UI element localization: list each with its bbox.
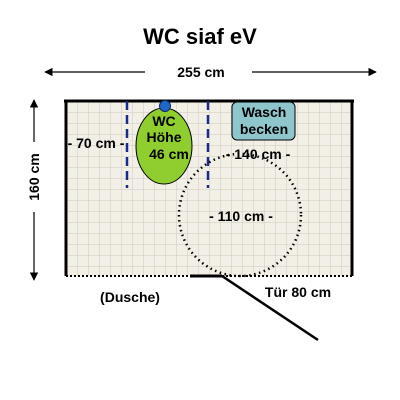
width-label: 255 cm bbox=[177, 64, 224, 80]
turning-circle bbox=[177, 152, 303, 278]
shower-label: (Dusche) bbox=[100, 289, 160, 305]
toilet-left-clearance-label: - 70 cm - bbox=[68, 135, 125, 151]
room-floor bbox=[66, 101, 352, 276]
toilet-right-clearance-label: - 140 cm - bbox=[226, 146, 291, 162]
door-leaf bbox=[221, 274, 319, 342]
turning-circle-label: - 110 cm - bbox=[209, 208, 273, 224]
diagram-title: WC siaf eV bbox=[143, 24, 257, 49]
flush-button-icon bbox=[159, 100, 171, 112]
sink-label-line2: becken bbox=[240, 121, 288, 137]
toilet-label-line3: 46 cm bbox=[149, 146, 189, 162]
door-label: Tür 80 cm bbox=[265, 284, 331, 300]
sink bbox=[231, 101, 296, 141]
toilet-label-line1: WC bbox=[152, 113, 175, 129]
height-label: 160 cm bbox=[26, 153, 42, 200]
toilet-label-line2: Höhe bbox=[147, 129, 182, 145]
sink-label-line1: Wasch bbox=[242, 104, 287, 120]
